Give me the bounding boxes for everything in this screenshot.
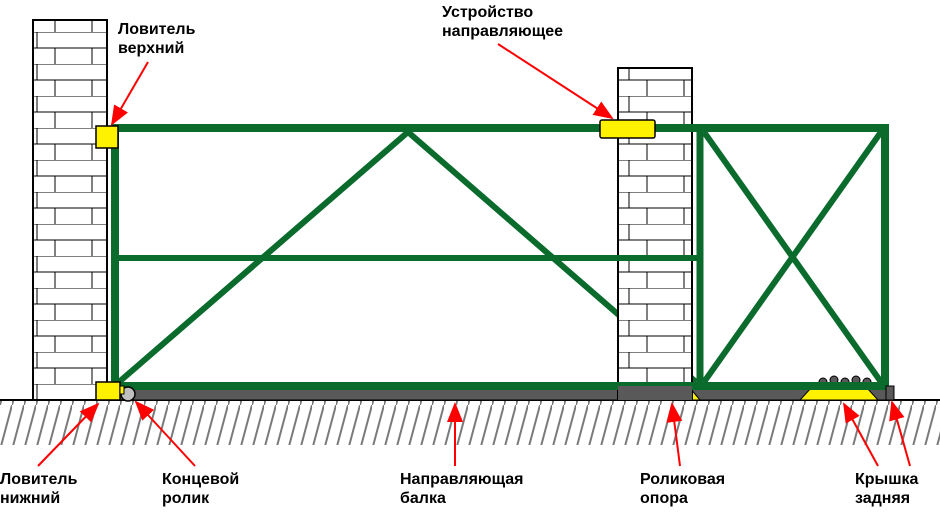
sliding-gate-diagram xyxy=(0,0,940,526)
label-rear-cap: Крышка задняя xyxy=(855,470,918,508)
rear-cap xyxy=(886,386,894,400)
label-end-roller: Концевой ролик xyxy=(162,470,239,508)
label-top-catcher: Ловитель верхний xyxy=(118,20,195,58)
pillar-right xyxy=(618,68,692,400)
top-catcher xyxy=(96,126,118,148)
pillar-left xyxy=(33,20,107,400)
guide-device xyxy=(600,120,655,138)
bottom-catcher xyxy=(96,382,120,400)
label-guide-device: Устройство направляющее xyxy=(442,3,563,41)
label-guide-beam: Направляющая балка xyxy=(400,470,524,508)
label-bottom-catcher: Ловитель нижний xyxy=(0,470,77,508)
gate-frame xyxy=(115,128,885,386)
label-roller-support: Роликовая опора xyxy=(640,470,725,508)
end-roller xyxy=(120,386,135,401)
guide-beam-overlay xyxy=(618,386,692,400)
